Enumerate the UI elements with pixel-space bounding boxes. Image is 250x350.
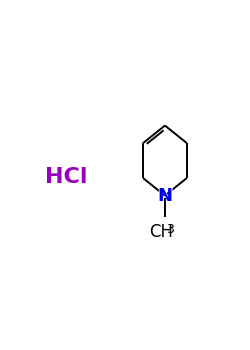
Text: N: N	[156, 186, 174, 205]
Text: HCl: HCl	[45, 167, 88, 187]
Text: N: N	[158, 187, 172, 205]
Text: 3: 3	[166, 223, 174, 236]
Text: CH: CH	[150, 223, 174, 240]
